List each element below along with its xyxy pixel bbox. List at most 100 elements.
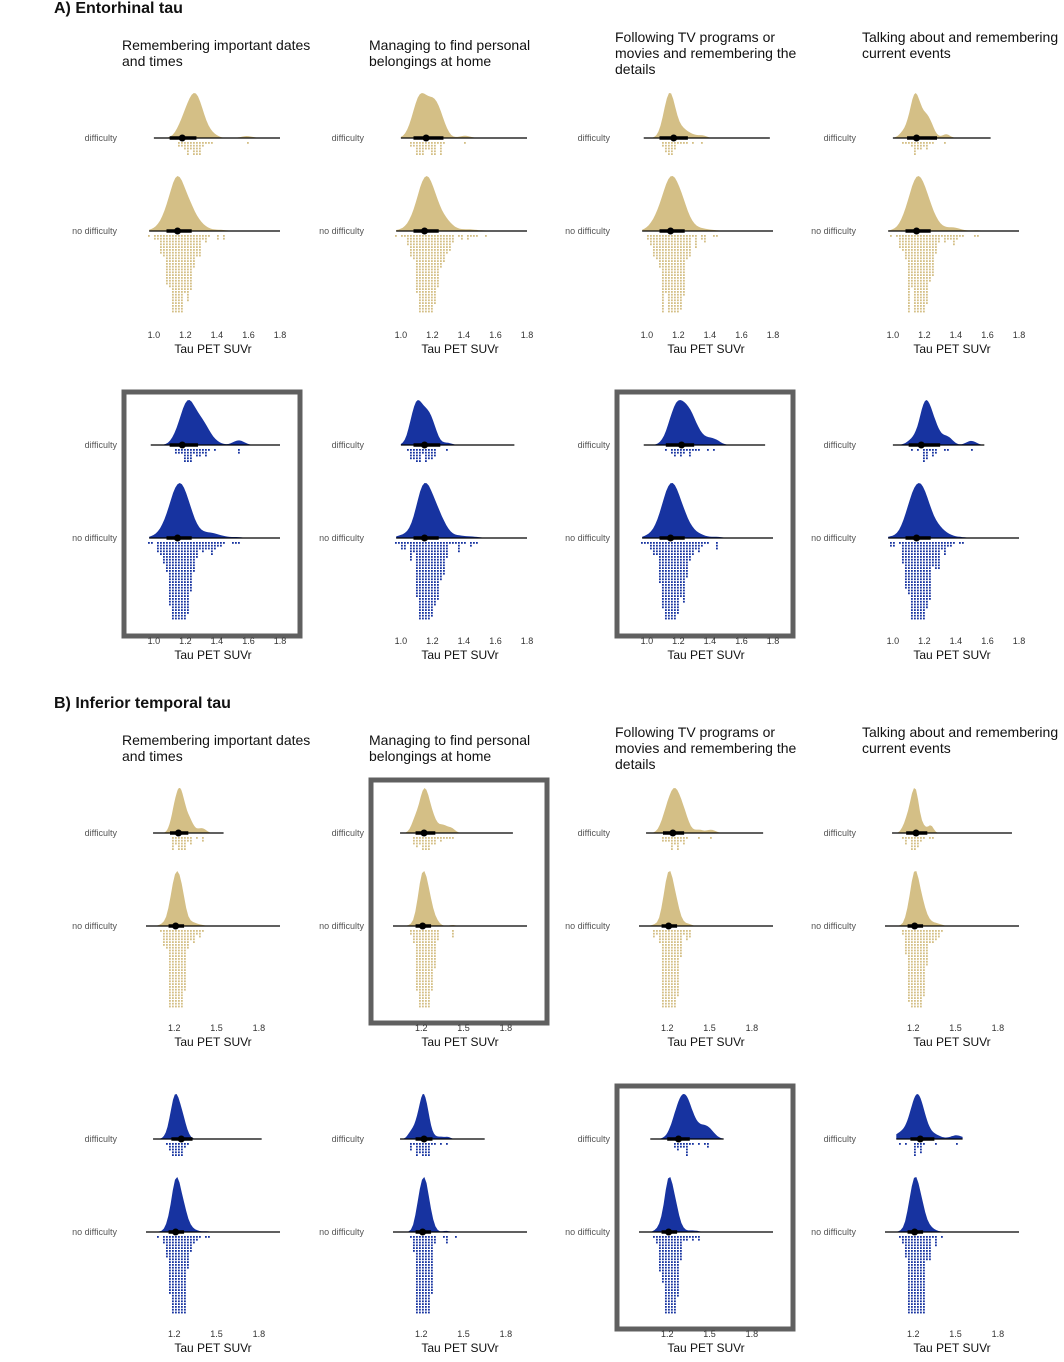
rain-dot <box>914 307 916 310</box>
median-point <box>667 227 675 235</box>
rain-dot <box>166 938 168 941</box>
rain-dot <box>434 147 436 150</box>
rain-dot <box>665 1303 667 1305</box>
rain-dot <box>425 1272 427 1275</box>
rain-dot <box>923 550 925 553</box>
rain-dot <box>917 612 919 614</box>
rain-dot <box>905 575 907 578</box>
rain-dot <box>169 564 171 567</box>
rain-dot <box>181 570 183 572</box>
rain-dot <box>431 1241 433 1244</box>
rain-dot <box>911 235 913 237</box>
rain-dot <box>902 544 904 547</box>
rain-dot <box>169 282 171 285</box>
rain-dot <box>431 572 433 575</box>
rain-dot <box>166 553 168 555</box>
rain-dot <box>908 243 910 246</box>
rain-dot <box>419 612 421 614</box>
rain-dot <box>923 288 925 290</box>
rain-dot <box>920 279 922 282</box>
rain-dot <box>419 1145 421 1148</box>
rain-dot <box>659 550 661 553</box>
rain-dot <box>680 575 682 578</box>
rain-dot <box>422 307 424 310</box>
rain-dot <box>917 277 919 279</box>
rain-dot <box>187 254 189 257</box>
median-point <box>174 534 182 542</box>
rain-dot <box>914 150 916 153</box>
rain-dot <box>431 581 433 583</box>
rain-dot <box>184 986 186 988</box>
rain-dot <box>428 1148 430 1151</box>
rain-dot <box>184 955 186 957</box>
rain-dot <box>938 567 940 569</box>
category-label: difficulty <box>85 133 118 143</box>
rain-dot <box>677 1252 679 1255</box>
rain-dot <box>683 842 685 845</box>
rain-dot <box>680 257 682 260</box>
rain-dot <box>419 451 421 454</box>
rain-dot <box>914 547 916 550</box>
rain-dot <box>187 544 189 547</box>
rain-dot <box>653 1236 655 1238</box>
rain-dot <box>671 617 673 620</box>
category-label: no difficulty <box>811 533 856 543</box>
rain-dot <box>671 150 673 153</box>
rain-dot <box>172 595 174 597</box>
rain-dot <box>184 1278 186 1280</box>
rain-dot <box>422 614 424 617</box>
rain-dot <box>923 932 925 935</box>
rain-dot <box>184 268 186 271</box>
rain-dot <box>911 974 913 977</box>
x-tick-label: 1.4 <box>704 330 717 340</box>
rain-dot <box>677 938 679 941</box>
rain-dot <box>662 307 664 310</box>
rain-dot <box>184 561 186 564</box>
rain-dot <box>193 240 195 243</box>
rain-dot <box>187 449 189 451</box>
rain-dot <box>428 567 430 569</box>
rain-dot <box>422 1151 424 1154</box>
rain-dot <box>425 1002 427 1005</box>
rain-dot <box>914 299 916 302</box>
rain-dot <box>181 966 183 969</box>
rain-dot <box>677 1275 679 1277</box>
rain-dot <box>668 1311 670 1314</box>
density-no-difficulty <box>888 176 1019 231</box>
rain-dot <box>184 1252 186 1255</box>
rain-dot <box>674 1261 676 1263</box>
rain-dot <box>425 944 427 946</box>
rain-dot <box>908 1261 910 1263</box>
rain-dot <box>181 282 183 285</box>
rain-dot <box>923 282 925 285</box>
rain-dot <box>917 547 919 550</box>
rain-dot <box>923 1300 925 1303</box>
rain-dot <box>172 609 174 611</box>
rain-dot <box>416 1289 418 1291</box>
rain-dot <box>175 960 177 963</box>
rain-dot <box>920 1151 922 1154</box>
rain-dot <box>917 251 919 254</box>
rain-dot <box>175 1244 177 1247</box>
rain-dot <box>926 254 928 257</box>
rain-dot <box>431 257 433 260</box>
rain-dot <box>668 595 670 597</box>
rain-dot <box>178 299 180 302</box>
rain-dot <box>428 1272 430 1275</box>
rain-dot <box>428 263 430 265</box>
rain-dot <box>419 952 421 955</box>
rain-dot <box>674 277 676 279</box>
rain-dot <box>683 567 685 569</box>
rain-dot <box>187 147 189 150</box>
rain-dot <box>175 612 177 614</box>
rain-dot <box>929 279 931 282</box>
rain-dot <box>926 561 928 564</box>
rain-dot <box>419 586 421 589</box>
rain-dot <box>419 1311 421 1314</box>
rain-dot <box>172 263 174 265</box>
rain-dot <box>665 1286 667 1289</box>
rain-dot <box>677 561 679 564</box>
rain-dot <box>923 612 925 614</box>
rain-dot <box>175 617 177 620</box>
rain-dot <box>187 1252 189 1255</box>
